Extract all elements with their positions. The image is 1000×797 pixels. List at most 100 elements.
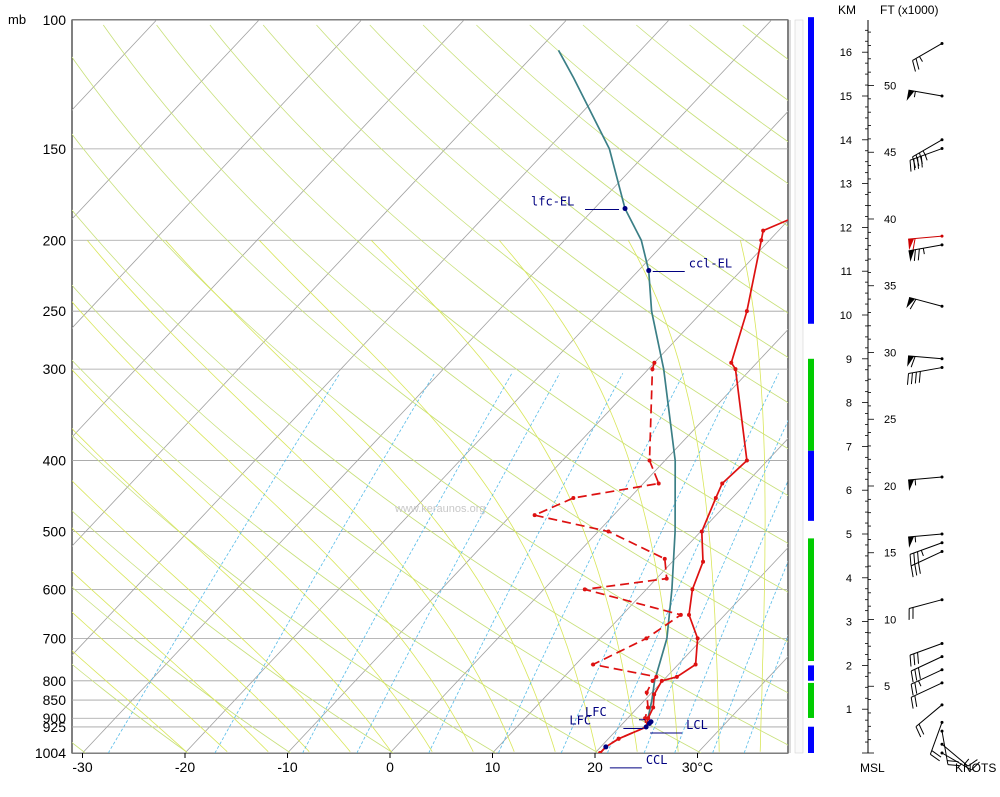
- pressure-unit-label: mb: [8, 12, 26, 27]
- ft-label: 35: [884, 281, 896, 293]
- barb-flag: [915, 564, 917, 575]
- dewpoint-curve-point: [651, 679, 655, 683]
- km-label: 11: [841, 266, 852, 278]
- km-label: 3: [846, 617, 852, 629]
- barb-dot: [941, 730, 944, 733]
- temperature-curve-point: [617, 737, 621, 741]
- km-label: 14: [840, 135, 852, 147]
- dewpoint-curve-point: [648, 459, 652, 463]
- barb-dot: [941, 681, 944, 684]
- barb-flag: [918, 552, 919, 563]
- barb-dot: [941, 42, 944, 45]
- barb-half-flag: [923, 248, 924, 254]
- barb-flag: [914, 553, 915, 564]
- barb-staff: [909, 368, 942, 374]
- barb-flag: [918, 157, 919, 168]
- barb-half-flag: [915, 536, 916, 542]
- temperature-curve-point: [696, 636, 700, 640]
- pressure-tick-label: 400: [43, 453, 67, 469]
- annotation-point: [603, 744, 608, 749]
- km-label: 16: [840, 47, 852, 59]
- barb-dot: [941, 743, 944, 746]
- barb-flag: [921, 156, 922, 167]
- barb-dot: [941, 533, 944, 536]
- barb-dot: [941, 598, 944, 601]
- barb-flag: [919, 371, 920, 382]
- pressure-tick-label: 300: [43, 361, 67, 377]
- wind-barb: [916, 703, 944, 737]
- wind-barb: [911, 655, 943, 682]
- cloud-segment: [808, 451, 814, 521]
- km-label: 2: [846, 660, 852, 672]
- dewpoint-curve-point: [657, 482, 661, 486]
- wind-barb: [910, 642, 943, 666]
- dewpoint-curve-point: [663, 557, 667, 561]
- barb-flag: [915, 682, 917, 693]
- barb-dot: [941, 721, 944, 724]
- barb-dot: [941, 655, 944, 658]
- dewpoint-curve-point: [650, 367, 654, 371]
- temperature-curve-point: [733, 367, 737, 371]
- barb-flag: [915, 372, 916, 383]
- watermark: www.keraunos.org: [394, 503, 486, 515]
- cloud-track: [795, 20, 803, 753]
- wind-barb: [907, 356, 943, 367]
- cloud-segment: [808, 683, 814, 718]
- wind-barb: [911, 681, 943, 708]
- barb-half-flag: [919, 56, 922, 61]
- temperature-curve-point: [694, 663, 698, 667]
- barb-flag: [918, 249, 919, 260]
- ft-label: 30: [884, 347, 896, 359]
- barb-dot: [941, 550, 944, 553]
- temperature-curve-point: [687, 613, 691, 617]
- temperature-curve-point: [745, 459, 749, 463]
- barb-dot: [941, 476, 944, 479]
- pressure-tick-label: 1004: [35, 745, 66, 761]
- temperature-curve-point: [761, 229, 765, 233]
- msl-label: MSL: [860, 761, 885, 775]
- temperature-curve-point: [759, 238, 763, 242]
- barb-dot: [941, 642, 944, 645]
- barb-dot: [941, 541, 944, 544]
- temperature-curve-point: [914, 181, 918, 185]
- temperature-curve-point: [700, 529, 704, 533]
- barb-staff: [930, 722, 942, 754]
- barb-flag: [910, 554, 911, 565]
- dewpoint-curve-point: [533, 513, 537, 517]
- temp-tick-label: -30: [72, 759, 92, 775]
- pressure-tick-label: 500: [43, 523, 67, 539]
- pressure-tick-label: 850: [43, 692, 67, 708]
- km-label: 10: [840, 310, 852, 322]
- isotherm-line: [800, 20, 1000, 753]
- ft-label: 45: [884, 147, 896, 159]
- barb-dot: [941, 138, 944, 141]
- temperature-curve-point: [660, 679, 664, 683]
- dewpoint-curve-point: [583, 587, 587, 591]
- barb-half-flag: [915, 479, 916, 485]
- barb-flag: [914, 654, 915, 665]
- wind-barb: [913, 138, 944, 168]
- km-label: 1: [846, 704, 852, 716]
- wind-barb: [908, 476, 943, 491]
- plot-background: [72, 20, 788, 753]
- annotation-label: lfc-EL: [531, 195, 574, 209]
- dewpoint-curve-point: [645, 691, 649, 695]
- annotation-point: [644, 724, 649, 729]
- plot-frame: [72, 20, 788, 753]
- barb-flag: [914, 250, 915, 261]
- barb-dot: [941, 95, 944, 98]
- barb-dot: [941, 366, 944, 369]
- barb-half-flag: [914, 91, 915, 97]
- temp-tick-label: 20: [587, 759, 603, 775]
- temperature-curve-point: [646, 716, 650, 720]
- dewpoint-curve-point: [652, 361, 656, 365]
- pressure-tick-label: 100: [43, 12, 67, 28]
- annotation-label: LCL: [686, 718, 708, 732]
- annotation-label: LFC: [569, 714, 591, 728]
- km-label: 9: [846, 354, 852, 366]
- barb-dot: [941, 305, 944, 308]
- ft-label: 25: [884, 414, 896, 426]
- barb-dot: [941, 235, 944, 238]
